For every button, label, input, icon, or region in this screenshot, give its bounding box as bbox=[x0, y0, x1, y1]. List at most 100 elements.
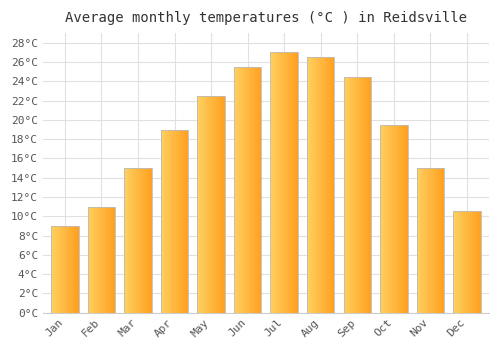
Bar bbox=[246, 67, 247, 313]
Bar bbox=[283, 52, 284, 313]
Bar bbox=[401, 125, 402, 313]
Bar bbox=[186, 130, 187, 313]
Bar bbox=[108, 206, 109, 313]
Bar bbox=[312, 57, 313, 313]
Bar bbox=[215, 96, 216, 313]
Bar bbox=[355, 77, 356, 313]
Bar bbox=[461, 211, 462, 313]
Bar bbox=[333, 57, 334, 313]
Bar bbox=[131, 168, 132, 313]
Bar bbox=[68, 226, 70, 313]
Bar bbox=[221, 96, 222, 313]
Bar bbox=[288, 52, 289, 313]
Bar bbox=[466, 211, 467, 313]
Bar bbox=[308, 57, 309, 313]
Bar bbox=[400, 125, 401, 313]
Bar bbox=[399, 125, 400, 313]
Bar bbox=[431, 168, 432, 313]
Bar bbox=[311, 57, 312, 313]
Bar bbox=[325, 57, 326, 313]
Bar bbox=[456, 211, 457, 313]
Bar bbox=[162, 130, 163, 313]
Bar bbox=[319, 57, 320, 313]
Bar bbox=[395, 125, 396, 313]
Bar bbox=[212, 96, 214, 313]
Bar bbox=[76, 226, 77, 313]
Bar bbox=[392, 125, 393, 313]
Bar bbox=[210, 96, 211, 313]
Bar bbox=[426, 168, 427, 313]
Bar bbox=[170, 130, 172, 313]
Bar bbox=[422, 168, 424, 313]
Bar bbox=[173, 130, 174, 313]
Bar bbox=[102, 206, 103, 313]
Bar bbox=[134, 168, 136, 313]
Bar bbox=[91, 206, 92, 313]
Bar bbox=[425, 168, 426, 313]
Bar bbox=[175, 130, 176, 313]
Bar bbox=[368, 77, 369, 313]
Bar bbox=[206, 96, 208, 313]
Bar bbox=[144, 168, 145, 313]
Bar bbox=[137, 168, 138, 313]
Bar bbox=[470, 211, 471, 313]
Bar bbox=[418, 168, 419, 313]
Bar bbox=[384, 125, 385, 313]
Bar bbox=[95, 206, 96, 313]
Bar bbox=[169, 130, 170, 313]
Bar bbox=[276, 52, 277, 313]
Bar bbox=[62, 226, 64, 313]
Bar bbox=[54, 226, 55, 313]
Bar bbox=[249, 67, 250, 313]
Bar bbox=[74, 226, 75, 313]
Bar bbox=[77, 226, 78, 313]
Bar bbox=[245, 67, 246, 313]
Bar bbox=[389, 125, 390, 313]
Bar bbox=[236, 67, 237, 313]
Bar bbox=[92, 206, 93, 313]
Bar bbox=[310, 57, 311, 313]
Bar bbox=[223, 96, 224, 313]
Bar bbox=[93, 206, 94, 313]
Bar bbox=[145, 168, 146, 313]
Bar bbox=[350, 77, 352, 313]
Bar bbox=[260, 67, 261, 313]
Bar bbox=[103, 206, 104, 313]
Bar bbox=[112, 206, 113, 313]
Bar bbox=[125, 168, 126, 313]
Bar bbox=[362, 77, 363, 313]
Bar bbox=[57, 226, 58, 313]
Bar bbox=[469, 211, 470, 313]
Bar bbox=[222, 96, 223, 313]
Bar bbox=[163, 130, 164, 313]
Bar bbox=[88, 206, 115, 313]
Bar bbox=[317, 57, 318, 313]
Bar bbox=[468, 211, 469, 313]
Bar bbox=[161, 130, 188, 313]
Bar bbox=[107, 206, 108, 313]
Bar bbox=[323, 57, 324, 313]
Bar bbox=[219, 96, 220, 313]
Bar bbox=[65, 226, 66, 313]
Bar bbox=[406, 125, 407, 313]
Bar bbox=[96, 206, 97, 313]
Bar bbox=[442, 168, 443, 313]
Bar bbox=[208, 96, 209, 313]
Bar bbox=[129, 168, 130, 313]
Bar bbox=[201, 96, 202, 313]
Bar bbox=[66, 226, 67, 313]
Bar bbox=[419, 168, 420, 313]
Bar bbox=[59, 226, 60, 313]
Bar bbox=[416, 168, 444, 313]
Bar bbox=[441, 168, 442, 313]
Bar bbox=[292, 52, 293, 313]
Bar bbox=[385, 125, 386, 313]
Bar bbox=[474, 211, 475, 313]
Bar bbox=[61, 226, 62, 313]
Bar bbox=[259, 67, 260, 313]
Bar bbox=[282, 52, 283, 313]
Bar bbox=[322, 57, 323, 313]
Bar bbox=[352, 77, 353, 313]
Bar bbox=[174, 130, 175, 313]
Bar bbox=[363, 77, 364, 313]
